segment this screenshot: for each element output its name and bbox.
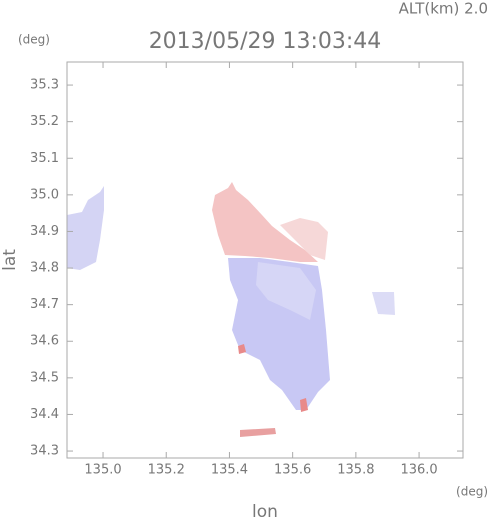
y-tick-label: 35.3 xyxy=(30,78,59,93)
x-unit: (deg) xyxy=(456,485,488,499)
echo-region xyxy=(300,398,308,412)
echo-region xyxy=(238,344,246,354)
y-tick-label: 34.8 xyxy=(30,261,59,276)
y-tick-label: 35.2 xyxy=(30,114,59,129)
x-tick-label: 135.6 xyxy=(274,463,311,478)
y-tick-label: 34.7 xyxy=(30,297,59,312)
altitude-label: ALT(km) 2.0 xyxy=(399,0,488,18)
x-tick-label: 135.4 xyxy=(211,463,248,478)
x-axis-label: lon xyxy=(252,502,278,521)
plot-frame xyxy=(66,61,464,459)
y-axis-label: lat xyxy=(0,249,20,271)
y-unit: (deg) xyxy=(18,33,50,47)
y-tick-label: 35.0 xyxy=(30,187,59,202)
echo-region xyxy=(372,292,395,315)
echo-region xyxy=(212,182,318,262)
y-tick-label: 35.1 xyxy=(30,151,59,166)
x-tick-label: 136.0 xyxy=(400,463,437,478)
chart-title: 2013/05/29 13:03:44 xyxy=(149,29,382,54)
x-tick-label: 135.0 xyxy=(84,463,121,478)
x-tick-label: 135.8 xyxy=(337,463,374,478)
y-tick-label: 34.9 xyxy=(30,224,59,239)
echo-region xyxy=(256,262,316,320)
y-tick-label: 34.3 xyxy=(30,444,59,459)
echo-region xyxy=(240,428,276,437)
y-tick-label: 34.4 xyxy=(30,407,59,422)
echo-region xyxy=(67,186,104,270)
echo-region xyxy=(280,218,328,260)
x-tick-label: 135.2 xyxy=(148,463,185,478)
echo-field xyxy=(67,182,395,437)
y-tick-label: 34.6 xyxy=(30,334,59,349)
y-tick-label: 34.5 xyxy=(30,370,59,385)
